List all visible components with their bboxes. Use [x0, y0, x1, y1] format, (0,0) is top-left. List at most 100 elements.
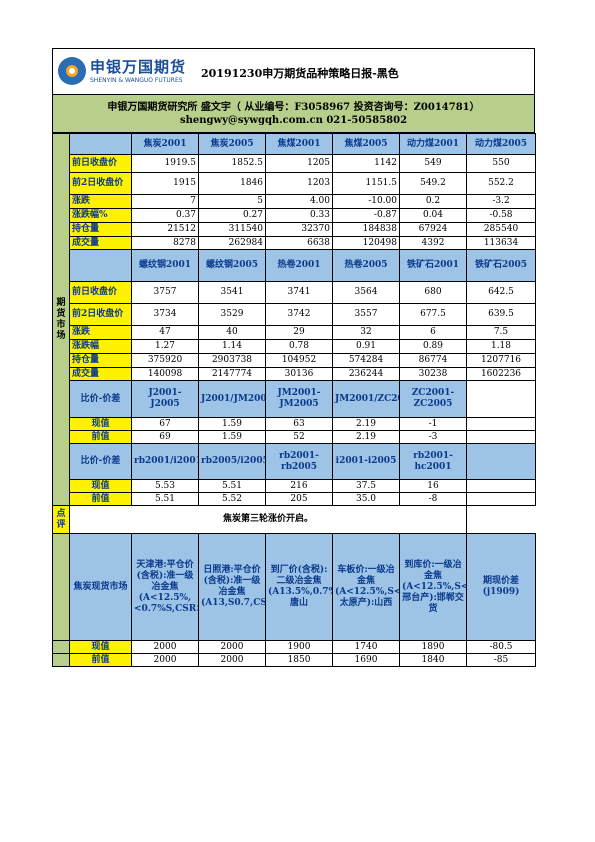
data-cell: 47 — [131, 325, 199, 340]
block1-row: 前2日收盘价 1915 1846 1203 1151.5 549.2 552.2 — [53, 172, 536, 195]
row-label: 持仓量 — [69, 222, 132, 237]
logo-text-en: SHENYIN & WANGUO FUTURES — [90, 77, 183, 84]
data-cell: 1852.5 — [198, 154, 266, 173]
data-cell: 6638 — [265, 236, 333, 250]
data-cell: 0.89 — [399, 339, 467, 354]
data-cell: 4392 — [399, 236, 467, 250]
data-cell: 550 — [466, 154, 536, 173]
data-cell: 1919.5 — [131, 154, 199, 173]
spread-header: JM2001-JM2005 — [265, 380, 333, 418]
block2-header-row: 螺纹钢2001 螺纹钢2005 热卷2001 热卷2005 铁矿石2001 铁矿石2005 — [53, 249, 536, 282]
spot-label: 焦炭现货市场 — [69, 533, 132, 641]
data-cell: 1740 — [332, 640, 400, 654]
data-cell: 0.2 — [399, 194, 467, 209]
contract-header: 螺纹钢2005 — [198, 249, 266, 282]
row-label: 前值 — [69, 430, 132, 444]
data-cell: 184838 — [332, 222, 400, 237]
data-cell: 2000 — [198, 653, 266, 667]
data-cell: 639.5 — [466, 303, 536, 326]
data-cell: 5.51 — [131, 492, 199, 506]
spread-header: J2001-J2005 — [131, 380, 199, 418]
data-cell: 1900 — [265, 640, 333, 654]
data-cell: 0.04 — [399, 208, 467, 223]
block2-row: 成交量 140098 2147774 30136 236244 30238 1602236 — [53, 367, 536, 381]
row-label: 前日收盘价 — [69, 281, 132, 304]
contract-header: 铁矿石2001 — [399, 249, 467, 282]
spot-header: 到厂价(含税):二级冶金焦(A13.5%,0.7%S):唐山 — [265, 533, 333, 641]
data-cell: 7 — [131, 194, 199, 209]
contract-header: 螺纹钢2001 — [131, 249, 199, 282]
data-cell: 5 — [198, 194, 266, 209]
data-cell: 0.78 — [265, 339, 333, 354]
data-cell: 549.2 — [399, 172, 467, 195]
data-cell: -3.2 — [466, 194, 536, 209]
data-cell: 104952 — [265, 353, 333, 368]
data-cell: 205 — [265, 492, 333, 506]
spot-side-cell — [52, 653, 70, 667]
side-label-futures-market: 期货市场 — [52, 133, 70, 506]
data-cell: 6 — [399, 325, 467, 340]
contract-header: 动力煤2005 — [466, 133, 536, 155]
block2-corner-cell — [69, 249, 132, 282]
data-cell: 86774 — [399, 353, 467, 368]
block1-corner-cell — [69, 133, 132, 155]
data-cell: 3529 — [198, 303, 266, 326]
spot-header: 期现价差(j1909) — [466, 533, 536, 641]
spot-header: 天津港:平仓价(含税):准一级冶金焦(A<12.5%,<0.7%S,CSR>60… — [131, 533, 199, 641]
row-label: 前2日收盘价 — [69, 303, 132, 326]
empty-cell — [466, 380, 536, 418]
spread-header: J2001/JM2001 — [198, 380, 266, 418]
spread-label: 比价-价差 — [69, 443, 132, 480]
data-cell: 5.52 — [198, 492, 266, 506]
row-label: 涨跌 — [69, 325, 132, 340]
data-cell: 642.5 — [466, 281, 536, 304]
data-cell: 30136 — [265, 367, 333, 381]
contract-header: 焦煤2005 — [332, 133, 400, 155]
block1-row: 持仓量 21512 311540 32370 184838 67924 285540 — [53, 222, 536, 237]
data-cell: 29 — [265, 325, 333, 340]
spread-header: JM2001/ZC2001 — [332, 380, 400, 418]
data-cell: 63 — [265, 417, 333, 431]
logo-emblem-icon — [58, 57, 86, 85]
data-cell: -0.87 — [332, 208, 400, 223]
data-cell: 311540 — [198, 222, 266, 237]
comment-row: 点评 焦炭第三轮涨价开启。 — [52, 505, 536, 534]
row-label: 前值 — [69, 653, 132, 667]
report-header: 申银万国期货 SHENYIN & WANGUO FUTURES 20191230… — [52, 48, 535, 95]
data-cell: 35.0 — [332, 492, 400, 506]
data-cell: 1690 — [332, 653, 400, 667]
data-cell: 1915 — [131, 172, 199, 195]
row-label: 涨跌 — [69, 194, 132, 209]
data-cell: 0.91 — [332, 339, 400, 354]
spread-header: rb2001-rb2005 — [265, 443, 333, 480]
data-cell: 1207716 — [466, 353, 536, 368]
spot-side-cell — [52, 640, 70, 654]
spread-header: i2001-i2005 — [332, 443, 400, 480]
spread-header: rb2001-hc2001 — [399, 443, 467, 480]
data-cell: 1151.5 — [332, 172, 400, 195]
empty-cell — [466, 430, 536, 444]
row-label: 现值 — [69, 417, 132, 431]
data-cell: 120498 — [332, 236, 400, 250]
data-cell: -3 — [399, 430, 467, 444]
data-cell: 3564 — [332, 281, 400, 304]
empty-cell — [466, 492, 536, 506]
data-cell: 262984 — [198, 236, 266, 250]
data-cell: 3557 — [332, 303, 400, 326]
contact-line: shengwy@sywgqh.com.cn 021-50585802 — [179, 115, 408, 126]
data-cell: 3541 — [198, 281, 266, 304]
data-cell: 680 — [399, 281, 467, 304]
data-cell: 1.27 — [131, 339, 199, 354]
spread-label: 比价-价差 — [69, 380, 132, 418]
data-cell: 0.27 — [198, 208, 266, 223]
data-cell: 1203 — [265, 172, 333, 195]
spot-row: 前值 2000 2000 1850 1690 1840 -85 — [52, 653, 536, 667]
contract-header: 动力煤2001 — [399, 133, 467, 155]
spread1-header-row: 比价-价差J2001-J2005J2001/JM2001JM2001-JM200… — [53, 380, 536, 418]
row-label: 前日收盘价 — [69, 154, 132, 173]
spot-row: 现值 2000 2000 1900 1740 1890 -80.5 — [52, 640, 536, 654]
data-cell: 1.14 — [198, 339, 266, 354]
data-cell: 3757 — [131, 281, 199, 304]
spread-header: rb2005/i2005 — [198, 443, 266, 480]
data-cell: 1.18 — [466, 339, 536, 354]
